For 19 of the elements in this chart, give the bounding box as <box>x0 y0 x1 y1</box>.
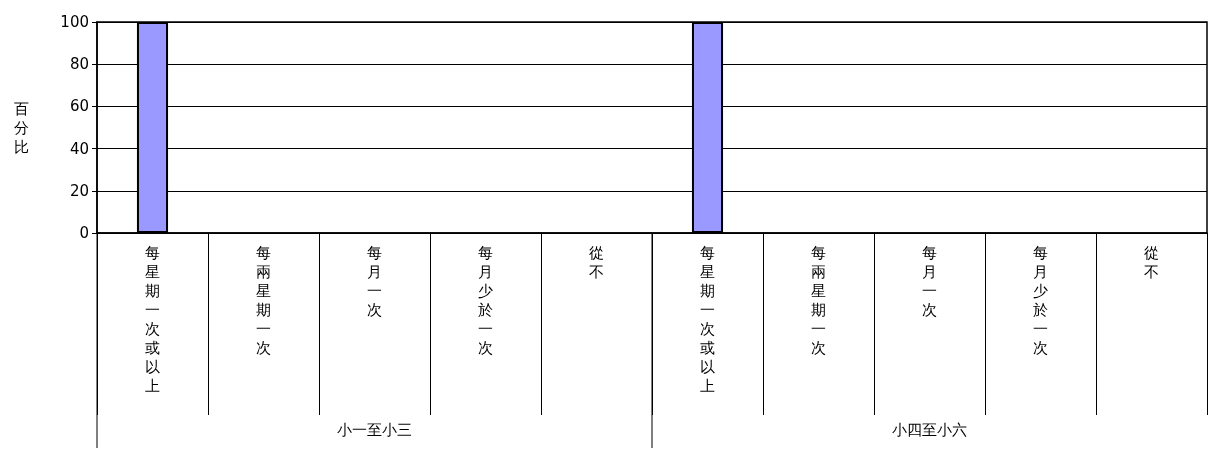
x-tick-label: 從不 <box>589 243 604 281</box>
x-tick-label: 每兩星期一次 <box>256 243 271 357</box>
y-tick-label: 0 <box>79 224 89 242</box>
y-axis-title: 百分比 <box>14 99 29 156</box>
y-tick-label: 60 <box>69 97 89 116</box>
x-tick-label: 每月一次 <box>367 243 382 319</box>
x-tick-label: 每月少於一次 <box>478 243 493 357</box>
y-tick-label: 20 <box>69 181 89 200</box>
x-tick-label: 每兩星期一次 <box>811 243 826 357</box>
y-tick-label: 80 <box>69 55 89 74</box>
x-tick-label: 從不 <box>1144 243 1159 281</box>
y-tick-label: 40 <box>69 139 89 158</box>
x-tick-label: 每月少於一次 <box>1033 243 1048 357</box>
text: 小一至小三 <box>337 421 412 439</box>
x-tick-label: 每月一次 <box>922 243 937 319</box>
y-tick-label: 100 <box>60 13 89 31</box>
x-tick-label: 每星期一次或以上 <box>700 243 715 395</box>
text: 小四至小六 <box>892 421 967 439</box>
x-tick-label: 每星期一次或以上 <box>145 243 160 395</box>
